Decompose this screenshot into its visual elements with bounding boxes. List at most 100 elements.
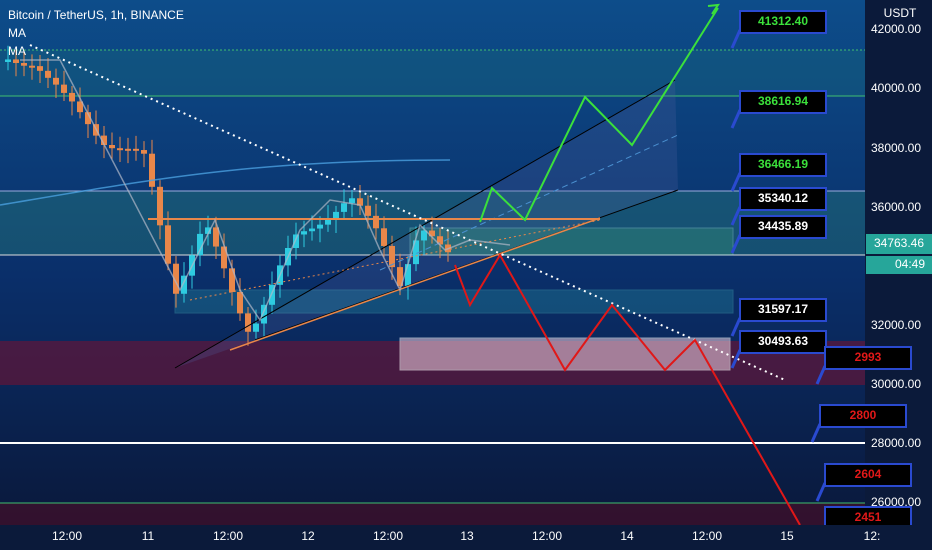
time-tick-label: 11 xyxy=(142,529,155,543)
countdown: 04:49 xyxy=(895,257,925,271)
candle-body xyxy=(245,313,251,332)
candle-body xyxy=(173,263,179,294)
candle-body xyxy=(109,144,115,149)
indicator-label: MA xyxy=(8,26,26,40)
countdown-tag xyxy=(866,256,932,274)
candle-body xyxy=(133,148,139,151)
time-tick-label: 12:00 xyxy=(532,529,562,543)
bear-path xyxy=(454,253,801,526)
tag-pointer xyxy=(730,29,742,49)
candle-body xyxy=(221,246,227,269)
price-tick-label: 30000.00 xyxy=(871,377,921,391)
candle-body xyxy=(389,245,395,268)
candle-body xyxy=(405,264,411,286)
candle-body xyxy=(437,236,443,245)
price-tag-label: 35340.12 xyxy=(758,191,808,205)
plot-background xyxy=(0,0,865,550)
candle-body xyxy=(205,227,211,234)
candle-body xyxy=(149,153,155,187)
price-tag-label: 31597.17 xyxy=(758,302,808,316)
current-price: 34763.46 xyxy=(874,236,924,250)
box xyxy=(174,289,734,314)
candle-body xyxy=(413,240,419,265)
candle-body xyxy=(53,77,59,85)
price-tag-label: 34435.89 xyxy=(758,219,808,233)
price-tick-label: 36000.00 xyxy=(871,200,921,214)
time-tick-label: 12:00 xyxy=(213,529,243,543)
candle-body xyxy=(213,227,219,247)
candle-body xyxy=(349,198,355,204)
chart-title: Bitcoin / TetherUS, 1h, BINANCE xyxy=(8,8,184,22)
time-tick-label: 14 xyxy=(620,529,634,543)
time-tick-label: 12:00 xyxy=(373,529,403,543)
tag-pointer xyxy=(810,423,822,443)
candle-body xyxy=(229,268,235,293)
price-tag xyxy=(824,346,912,370)
price-tick-label: 32000.00 xyxy=(871,318,921,332)
price-tag xyxy=(739,90,827,114)
price-tag-label: 41312.40 xyxy=(758,14,808,28)
candle-body xyxy=(21,63,27,66)
candle-body xyxy=(421,230,427,241)
tag-pointer xyxy=(730,349,742,369)
candle-body xyxy=(165,225,171,264)
price-tag xyxy=(739,298,827,322)
price-tag-label: 2800 xyxy=(850,408,877,422)
price-tag xyxy=(739,153,827,177)
candle-body xyxy=(157,186,163,226)
price-tag xyxy=(739,10,827,34)
time-tick-label: 13 xyxy=(460,529,474,543)
candle-body xyxy=(357,198,363,206)
price-tag-label: 38616.94 xyxy=(758,94,808,108)
candle-body xyxy=(13,59,19,64)
tag-pointer xyxy=(730,317,742,337)
channel-line xyxy=(174,79,676,369)
time-tick-label: 12:00 xyxy=(692,529,722,543)
candle-body xyxy=(301,231,307,235)
moving-average xyxy=(0,159,451,206)
candle-body xyxy=(325,218,331,225)
tag-pointer xyxy=(730,234,742,254)
price-tick-label: 38000.00 xyxy=(871,141,921,155)
tag-pointer xyxy=(730,109,742,129)
support-line xyxy=(229,217,601,351)
candle-body xyxy=(125,148,131,151)
box xyxy=(399,337,731,371)
candle-body xyxy=(309,228,315,232)
candle-body xyxy=(397,267,403,286)
zone xyxy=(0,50,865,96)
price-tick-label: 26000.00 xyxy=(871,495,921,509)
channel-mid xyxy=(379,134,679,271)
pattern-line xyxy=(20,59,511,322)
candle-body xyxy=(253,323,259,332)
candle-body xyxy=(181,275,187,294)
candle-body xyxy=(429,230,435,237)
price-axis-background xyxy=(865,0,932,550)
candle-body xyxy=(117,148,123,151)
time-tick-label: 15 xyxy=(780,529,794,543)
price-tag xyxy=(739,187,827,211)
tag-pointer xyxy=(730,172,742,192)
bull-path xyxy=(479,7,719,223)
candle-body xyxy=(85,112,91,125)
tag-pointer xyxy=(815,365,827,385)
tag-pointer xyxy=(730,206,742,226)
candle-body xyxy=(237,292,243,314)
candle-body xyxy=(69,92,75,102)
time-tick-label: 12: xyxy=(864,529,881,543)
current-price-tag xyxy=(866,234,932,254)
candle-body xyxy=(77,101,83,113)
candle-body xyxy=(141,150,147,154)
candle-body xyxy=(29,65,35,68)
time-tick-label: 12 xyxy=(301,529,315,543)
time-axis-background xyxy=(0,525,932,550)
price-tick-label: 42000.00 xyxy=(871,22,921,36)
indicator-label: MA xyxy=(8,44,26,58)
price-tag-label: 2993 xyxy=(855,350,882,364)
tag-pointer xyxy=(815,482,827,502)
price-tag xyxy=(739,330,827,354)
candle-body xyxy=(5,59,11,62)
box xyxy=(409,227,734,256)
price-tag-label: 2451 xyxy=(855,510,882,524)
candle-body xyxy=(37,66,43,71)
